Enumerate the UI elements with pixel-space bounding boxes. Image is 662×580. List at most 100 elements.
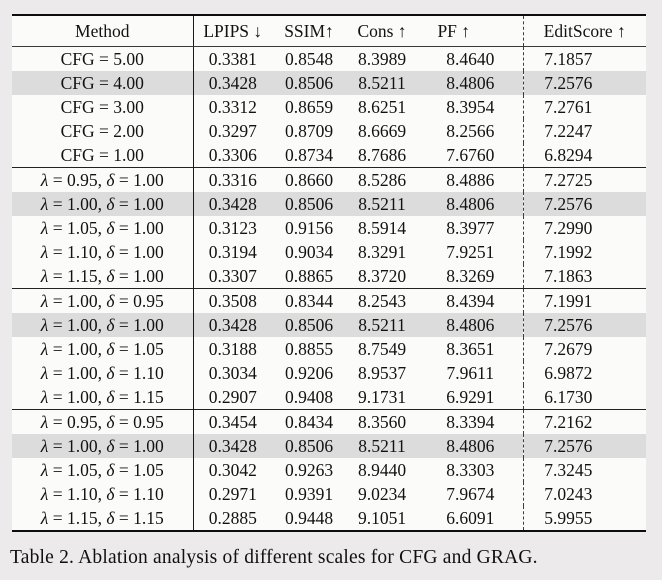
value-cell: 8.6669 — [357, 121, 407, 141]
column-header-editscore: EditScore ↑ — [522, 15, 646, 47]
method-cell: λ = 1.00, δ = 1.00 — [12, 434, 194, 458]
value-cell: 0.2971 — [208, 484, 257, 504]
method-cell: λ = 1.00, δ = 1.05 — [12, 337, 194, 361]
table-row: λ = 0.95, δ = 1.00 0.3316 0.8660 8.5286 8.48… — [12, 167, 646, 192]
method-cell: CFG = 5.00 — [12, 46, 194, 71]
value-cell: 7.2576 — [522, 71, 646, 95]
value-cell: 0.9448 — [284, 508, 334, 528]
value-cell: 8.2543 — [346, 288, 418, 313]
method-cell: λ = 0.95, δ = 1.00 — [12, 167, 194, 192]
header-row: Method LPIPS ↓ SSIM↑ Cons ↑ PF ↑ EditSco… — [12, 15, 646, 47]
value-cell: 0.3428 — [208, 315, 257, 335]
table-row: λ = 1.00, δ = 1.00 0.3428 0.8506 8.5211 8.48… — [12, 434, 646, 458]
table-row: λ = 1.00, δ = 1.10 0.3034 0.9206 8.9537 7.96… — [12, 361, 646, 385]
value-cell: 6.1730 — [522, 385, 646, 410]
value-cell: 8.3989 — [357, 49, 407, 69]
table-row: λ = 0.95, δ = 0.95 0.3454 0.8434 8.3560 8.33… — [12, 409, 646, 434]
method-cell: CFG = 4.00 — [12, 71, 194, 95]
value-cell: 0.3454 — [193, 409, 272, 434]
column-header-cons: Cons ↑ — [346, 15, 418, 47]
value-cell: 9.0234 — [357, 484, 407, 504]
table-row: λ = 1.00, δ = 1.00 0.3428 0.8506 8.5211 8.48… — [12, 313, 646, 337]
value-cell: 8.4394 — [418, 288, 523, 313]
table-header: Method LPIPS ↓ SSIM↑ Cons ↑ PF ↑ EditSco… — [12, 15, 646, 47]
value-cell: 7.1857 — [522, 46, 646, 71]
value-cell: 8.3720 — [357, 266, 407, 286]
value-cell: 0.8709 — [284, 121, 334, 141]
value-cell: 8.3269 — [446, 266, 495, 286]
value-cell: 9.1051 — [357, 508, 407, 528]
ablation-table: Method LPIPS ↓ SSIM↑ Cons ↑ PF ↑ EditSco… — [12, 14, 646, 532]
method-cell: λ = 1.00, δ = 1.00 — [12, 313, 194, 337]
value-cell: 8.3303 — [446, 460, 495, 480]
table-row: λ = 1.15, δ = 1.00 0.3307 0.8865 8.3720 8.32… — [12, 264, 646, 289]
value-cell: 8.7549 — [357, 339, 407, 359]
value-cell: 8.3954 — [446, 97, 495, 117]
method-cell: λ = 1.15, δ = 1.15 — [12, 506, 194, 531]
value-cell: 8.4640 — [446, 49, 495, 69]
value-cell: 0.3316 — [193, 167, 272, 192]
value-cell: 7.2679 — [522, 337, 646, 361]
table-row: λ = 1.00, δ = 0.95 0.3508 0.8344 8.2543 8.43… — [12, 288, 646, 313]
table-row: CFG = 3.00 0.3312 0.8659 8.6251 8.3954 7.2761 — [12, 95, 646, 119]
value-cell: 0.9263 — [284, 460, 334, 480]
table-row: λ = 1.05, δ = 1.05 0.3042 0.9263 8.9440 8.33… — [12, 458, 646, 482]
value-cell: 0.8344 — [272, 288, 346, 313]
value-cell: 7.2725 — [522, 167, 646, 192]
value-cell: 0.3428 — [208, 194, 257, 214]
value-cell: 0.8506 — [284, 73, 334, 93]
table-row: λ = 1.05, δ = 1.00 0.3123 0.9156 8.5914 8.39… — [12, 216, 646, 240]
value-cell: 8.2566 — [446, 121, 495, 141]
value-cell: 7.1991 — [522, 288, 646, 313]
table-row: λ = 1.15, δ = 1.15 0.2885 0.9448 9.1051 6.60… — [12, 506, 646, 531]
value-cell: 8.7686 — [357, 145, 407, 165]
table-row: CFG = 2.00 0.3297 0.8709 8.6669 8.2566 7.2247 — [12, 119, 646, 143]
value-cell: 0.3428 — [208, 73, 257, 93]
value-cell: 0.9034 — [284, 242, 334, 262]
value-cell: 0.8506 — [284, 436, 334, 456]
method-cell: CFG = 1.00 — [12, 143, 194, 168]
value-cell: 8.5211 — [358, 436, 406, 456]
value-cell: 0.8855 — [284, 339, 334, 359]
method-cell: λ = 1.10, δ = 1.10 — [12, 482, 194, 506]
table-caption: Table 2. Ablation analysis of different … — [10, 547, 538, 568]
value-cell: 0.3188 — [208, 339, 257, 359]
value-cell: 0.8548 — [284, 49, 334, 69]
value-cell: 0.3306 — [208, 145, 257, 165]
table-row: CFG = 1.00 0.3306 0.8734 8.7686 7.6760 6.8294 — [12, 143, 646, 168]
table-row: λ = 1.00, δ = 1.15 0.2907 0.9408 9.1731 6.92… — [12, 385, 646, 410]
value-cell: 8.5211 — [358, 315, 406, 335]
value-cell: 8.5211 — [358, 194, 406, 214]
value-cell: 8.3394 — [418, 409, 523, 434]
value-cell: 0.8865 — [284, 266, 334, 286]
value-cell: 8.5211 — [358, 73, 406, 93]
value-cell: 5.9955 — [522, 506, 646, 531]
table-body: CFG = 5.00 0.3381 0.8548 8.3989 8.4640 7.1857… — [12, 46, 646, 531]
column-header-ssim: SSIM↑ — [272, 15, 346, 47]
value-cell: 0.9206 — [284, 363, 334, 383]
value-cell: 8.3977 — [446, 218, 495, 238]
column-header-pf: PF ↑ — [418, 15, 523, 47]
table-row: λ = 1.10, δ = 1.10 0.2971 0.9391 9.0234 7.96… — [12, 482, 646, 506]
value-cell: 0.8660 — [272, 167, 346, 192]
value-cell: 8.3560 — [346, 409, 418, 434]
value-cell: 7.2576 — [522, 313, 646, 337]
value-cell: 0.3123 — [208, 218, 257, 238]
value-cell: 8.9440 — [357, 460, 407, 480]
method-cell: λ = 1.00, δ = 1.10 — [12, 361, 194, 385]
value-cell: 8.3651 — [446, 339, 495, 359]
value-cell: 0.8506 — [284, 194, 334, 214]
table-row: CFG = 5.00 0.3381 0.8548 8.3989 8.4640 7.1857 — [12, 46, 646, 71]
value-cell: 8.6251 — [357, 97, 407, 117]
value-cell: 7.2761 — [522, 95, 646, 119]
value-cell: 0.3297 — [208, 121, 257, 141]
value-cell: 7.2990 — [522, 216, 646, 240]
value-cell: 8.5914 — [357, 218, 407, 238]
method-cell: λ = 1.15, δ = 1.00 — [12, 264, 194, 289]
table-row: CFG = 4.00 0.3428 0.8506 8.5211 8.4806 7.2576 — [12, 71, 646, 95]
value-cell: 7.1992 — [522, 240, 646, 264]
value-cell: 8.3291 — [357, 242, 407, 262]
value-cell: 7.2576 — [522, 192, 646, 216]
value-cell: 0.9408 — [284, 387, 334, 407]
